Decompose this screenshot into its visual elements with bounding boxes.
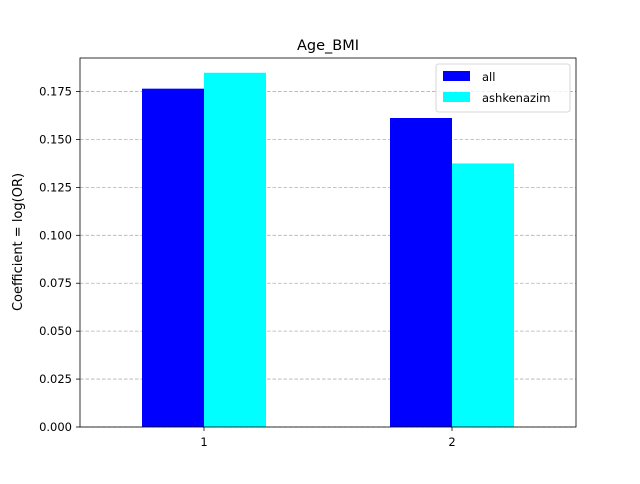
legend: all ashkenazim — [435, 63, 571, 113]
x-tick-label: 2 — [448, 435, 455, 449]
y-tick-label: 0.050 — [39, 324, 72, 338]
legend-swatch-ashkenazim — [443, 92, 470, 102]
bar-ashkenazim-1 — [204, 72, 266, 427]
legend-label-all: all — [482, 70, 495, 84]
y-tick-label: 0.000 — [39, 420, 72, 434]
y-tick-label: 0.100 — [39, 228, 72, 242]
chart-title: Age_BMI — [297, 38, 359, 54]
x-tick-label: 1 — [200, 435, 207, 449]
axes: 0.000 0.025 0.050 0.075 0.100 0.125 0.150 0.175… — [39, 57, 577, 449]
bars — [142, 72, 514, 427]
bar-all-2 — [390, 117, 452, 427]
y-tick-label: 0.125 — [39, 180, 72, 194]
legend-swatch-all — [443, 71, 470, 81]
bar-all-1 — [142, 88, 204, 427]
y-tick-label: 0.150 — [39, 132, 72, 146]
y-tick-label: 0.025 — [39, 372, 72, 386]
y-tick-label: 0.075 — [39, 276, 72, 290]
bar-ashkenazim-2 — [452, 163, 514, 427]
plot-frame — [79, 57, 577, 428]
y-tick-label: 0.175 — [39, 85, 72, 99]
y-axis-label: Coefficient = log(OR) — [11, 173, 26, 311]
legend-label-ashkenazim: ashkenazim — [482, 91, 550, 105]
